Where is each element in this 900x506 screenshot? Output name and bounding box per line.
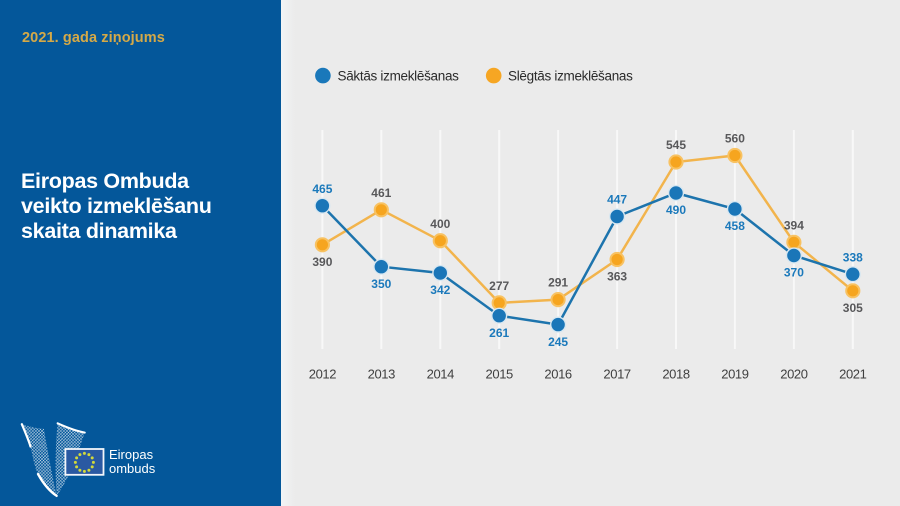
svg-text:370: 370 bbox=[784, 266, 804, 280]
svg-text:2014: 2014 bbox=[427, 367, 454, 382]
svg-text:245: 245 bbox=[548, 335, 568, 349]
svg-text:458: 458 bbox=[725, 219, 745, 233]
svg-text:394: 394 bbox=[784, 218, 804, 232]
svg-text:350: 350 bbox=[371, 277, 391, 291]
svg-text:490: 490 bbox=[666, 203, 686, 217]
svg-text:2013: 2013 bbox=[368, 367, 395, 382]
svg-text:ombuds: ombuds bbox=[109, 461, 156, 476]
svg-text:Sāktās izmeklēšanas: Sāktās izmeklēšanas bbox=[338, 69, 460, 84]
svg-text:2018: 2018 bbox=[662, 367, 689, 382]
svg-text:2020: 2020 bbox=[780, 367, 807, 382]
svg-text:338: 338 bbox=[843, 250, 863, 264]
svg-text:390: 390 bbox=[312, 255, 332, 269]
svg-text:342: 342 bbox=[430, 283, 450, 297]
svg-text:Slēgtās izmeklēšanas: Slēgtās izmeklēšanas bbox=[508, 69, 633, 84]
svg-text:363: 363 bbox=[607, 270, 627, 284]
svg-text:291: 291 bbox=[548, 276, 568, 290]
svg-text:Eiropas: Eiropas bbox=[109, 447, 154, 462]
svg-text:2021: 2021 bbox=[839, 367, 866, 382]
svg-text:277: 277 bbox=[489, 279, 509, 293]
svg-text:2019: 2019 bbox=[721, 367, 748, 382]
svg-text:447: 447 bbox=[607, 193, 627, 207]
svg-text:2016: 2016 bbox=[544, 367, 571, 382]
svg-text:2017: 2017 bbox=[603, 367, 630, 382]
svg-text:560: 560 bbox=[725, 132, 745, 146]
svg-text:461: 461 bbox=[371, 186, 391, 200]
svg-text:2012: 2012 bbox=[309, 367, 336, 382]
svg-text:465: 465 bbox=[312, 182, 332, 196]
svg-text:400: 400 bbox=[430, 217, 450, 231]
svg-text:305: 305 bbox=[843, 301, 863, 315]
svg-text:2015: 2015 bbox=[486, 367, 513, 382]
svg-text:261: 261 bbox=[489, 326, 509, 340]
svg-text:545: 545 bbox=[666, 138, 686, 152]
